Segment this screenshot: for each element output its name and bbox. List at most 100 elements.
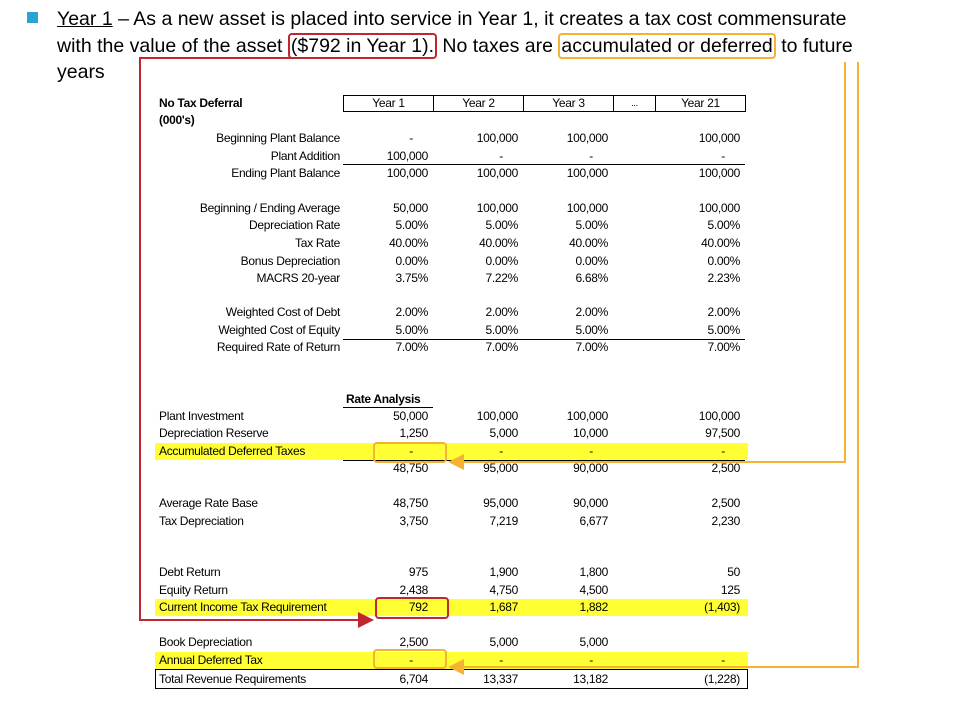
cell: 5.00% [395, 218, 428, 232]
cell: - [499, 149, 503, 163]
cell: 2,438 [399, 583, 428, 597]
rule [343, 460, 745, 461]
rule [343, 407, 433, 408]
cell: - [409, 444, 413, 458]
cell: 40.00% [569, 236, 608, 250]
cell: 100,000 [386, 149, 429, 163]
cell: 6,677 [579, 514, 608, 528]
cell: 0.00% [395, 254, 428, 268]
cell: 100,000 [566, 409, 609, 423]
cell: - [721, 444, 725, 458]
cell: 2.00% [575, 305, 608, 319]
cell: (1,228) [704, 672, 740, 686]
cell: 5,000 [489, 635, 518, 649]
highlight-row [155, 599, 748, 616]
cell: 5.00% [395, 323, 428, 337]
text: to future [781, 34, 853, 57]
cell: 2.00% [395, 305, 428, 319]
cell: 10,000 [573, 426, 608, 440]
cell: 3.75% [395, 271, 428, 285]
cell: 40.00% [701, 236, 740, 250]
orange-box [373, 649, 447, 669]
cell: - [589, 149, 593, 163]
row-label: Total Revenue Requirements [159, 672, 306, 686]
cell: 6.68% [575, 271, 608, 285]
cell: 95,000 [483, 496, 518, 510]
row-label: Plant Addition [270, 149, 341, 163]
text: with the value of the asset [57, 34, 283, 57]
cell: 2.00% [707, 305, 740, 319]
cell: 0.00% [485, 254, 518, 268]
row-label: Weighted Cost of Debt [225, 305, 341, 319]
red-box [375, 597, 449, 619]
text: years [57, 61, 105, 83]
cell: 100,000 [566, 131, 609, 145]
cell: 975 [408, 565, 428, 579]
row-label: MACRS 20-year [256, 271, 341, 285]
row-label: Annual Deferred Tax [159, 653, 263, 667]
cell: 1,800 [579, 565, 608, 579]
row-label: Beginning Plant Balance [216, 131, 340, 145]
orange-arrow [448, 62, 859, 675]
cell: 792 [408, 600, 428, 614]
cell: 90,000 [573, 461, 608, 475]
orange-arrow [448, 62, 846, 470]
cell: 100,000 [698, 201, 741, 215]
cell: 100,000 [698, 131, 741, 145]
cell: 125 [720, 583, 740, 597]
cell: 7.00% [485, 340, 518, 354]
cell: - [409, 653, 413, 667]
cell: 95,000 [483, 461, 518, 475]
row-label: Current Income Tax Requirement [159, 600, 327, 614]
cell: 2,230 [711, 514, 740, 528]
row-label: Required Rate of Return [216, 340, 340, 354]
cell: - [499, 444, 503, 458]
bullet-marker [27, 12, 38, 23]
cell: 4,500 [579, 583, 608, 597]
cell: 1,900 [489, 565, 518, 579]
cell: 48,750 [393, 461, 428, 475]
cell: 6,704 [399, 672, 428, 686]
cell: 48,750 [393, 496, 428, 510]
cell: 5.00% [485, 218, 518, 232]
text: No taxes are [442, 34, 553, 57]
highlight-orange: accumulated or deferred [558, 32, 776, 59]
cell: 100,000 [698, 409, 741, 423]
cell: (1,403) [704, 600, 740, 614]
cell: 90,000 [573, 496, 608, 510]
cell: 2.23% [707, 271, 740, 285]
rule [343, 339, 745, 340]
cell: 2.00% [485, 305, 518, 319]
row-label: Depreciation Reserve [159, 426, 269, 440]
orange-box [373, 442, 447, 463]
cell: 50,000 [393, 201, 428, 215]
cell: 5,000 [579, 635, 608, 649]
cell: 13,182 [573, 672, 608, 686]
column-header: Year 21 [655, 95, 746, 112]
cell: 7.00% [707, 340, 740, 354]
row-label: Bonus Depreciation [240, 254, 341, 268]
row-label: Beginning / Ending Average [199, 201, 340, 215]
cell: 5.00% [707, 218, 740, 232]
cell: 100,000 [386, 166, 429, 180]
row-label: Plant Investment [159, 409, 244, 423]
cell: - [589, 653, 593, 667]
cell: 100,000 [698, 166, 741, 180]
cell: - [721, 653, 725, 667]
highlight-row [155, 443, 748, 460]
cell: 2,500 [711, 496, 740, 510]
cell: 13,337 [483, 672, 518, 686]
units: (000's) [159, 113, 195, 127]
row-label: Tax Depreciation [159, 514, 244, 528]
cell: 0.00% [707, 254, 740, 268]
row-label: Equity Return [159, 583, 228, 597]
cell: 100,000 [476, 131, 519, 145]
cell: - [589, 444, 593, 458]
cell: - [409, 131, 413, 145]
cell: 5.00% [575, 323, 608, 337]
cell: 7,219 [489, 514, 518, 528]
cell: 7.00% [395, 340, 428, 354]
section-title: Rate Analysis [346, 392, 421, 406]
cell: 100,000 [476, 409, 519, 423]
